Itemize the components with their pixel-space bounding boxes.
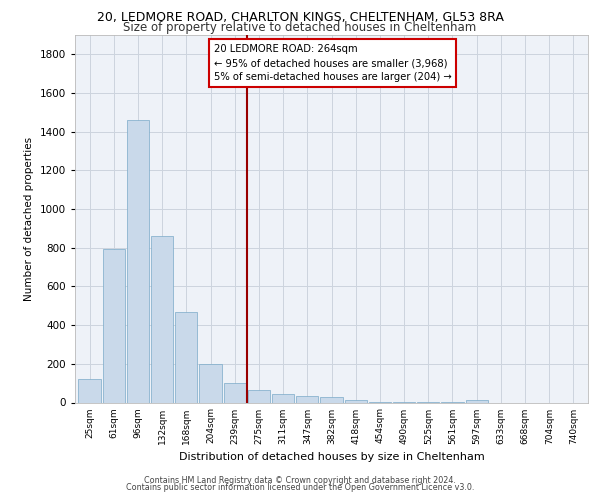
Bar xyxy=(175,312,197,402)
Bar xyxy=(248,390,270,402)
Text: Contains public sector information licensed under the Open Government Licence v3: Contains public sector information licen… xyxy=(126,484,474,492)
Bar xyxy=(199,364,221,403)
Text: Contains HM Land Registry data © Crown copyright and database right 2024.: Contains HM Land Registry data © Crown c… xyxy=(144,476,456,485)
X-axis label: Distribution of detached houses by size in Cheltenham: Distribution of detached houses by size … xyxy=(179,452,484,462)
Bar xyxy=(296,396,319,402)
Bar xyxy=(103,248,125,402)
Y-axis label: Number of detached properties: Number of detached properties xyxy=(24,136,34,301)
Text: Size of property relative to detached houses in Cheltenham: Size of property relative to detached ho… xyxy=(124,21,476,34)
Bar xyxy=(320,397,343,402)
Bar xyxy=(79,380,101,402)
Bar xyxy=(466,400,488,402)
Text: 20, LEDMORE ROAD, CHARLTON KINGS, CHELTENHAM, GL53 8RA: 20, LEDMORE ROAD, CHARLTON KINGS, CHELTE… xyxy=(97,11,503,24)
Bar xyxy=(272,394,294,402)
Bar xyxy=(151,236,173,402)
Text: 20 LEDMORE ROAD: 264sqm
← 95% of detached houses are smaller (3,968)
5% of semi-: 20 LEDMORE ROAD: 264sqm ← 95% of detache… xyxy=(214,44,451,82)
Bar xyxy=(127,120,149,403)
Bar xyxy=(344,400,367,402)
Bar xyxy=(224,383,246,402)
